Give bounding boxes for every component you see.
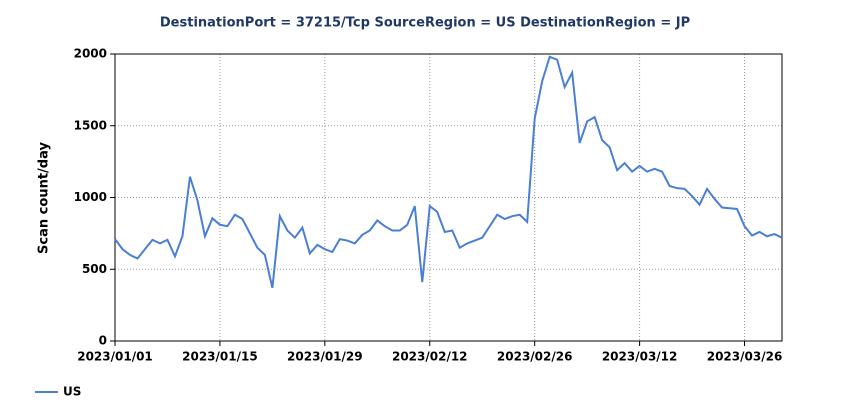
y-axis-label: Scan count/day <box>37 142 52 254</box>
y-tick-label: 1500 <box>74 118 107 132</box>
chart-title: DestinationPort = 37215/Tcp SourceRegion… <box>160 16 690 31</box>
x-tick-label: 2023/01/29 <box>287 350 363 364</box>
legend-label: US <box>63 385 81 399</box>
x-tick-label: 2023/02/12 <box>392 350 468 364</box>
x-tick-label: 2023/01/15 <box>182 350 258 364</box>
y-tick-label: 500 <box>82 262 107 276</box>
y-tick-label: 1000 <box>74 190 107 204</box>
x-tick-label: 2023/02/26 <box>497 350 573 364</box>
plot-frame <box>114 53 783 342</box>
data-line <box>114 55 783 289</box>
x-tick-label: 2023/03/12 <box>602 350 678 364</box>
x-tick-label: 2023/03/26 <box>707 350 783 364</box>
y-tick-label: 2000 <box>74 47 107 61</box>
x-tick-label: 2023/01/01 <box>77 350 153 364</box>
y-tick-label: 0 <box>99 334 107 348</box>
